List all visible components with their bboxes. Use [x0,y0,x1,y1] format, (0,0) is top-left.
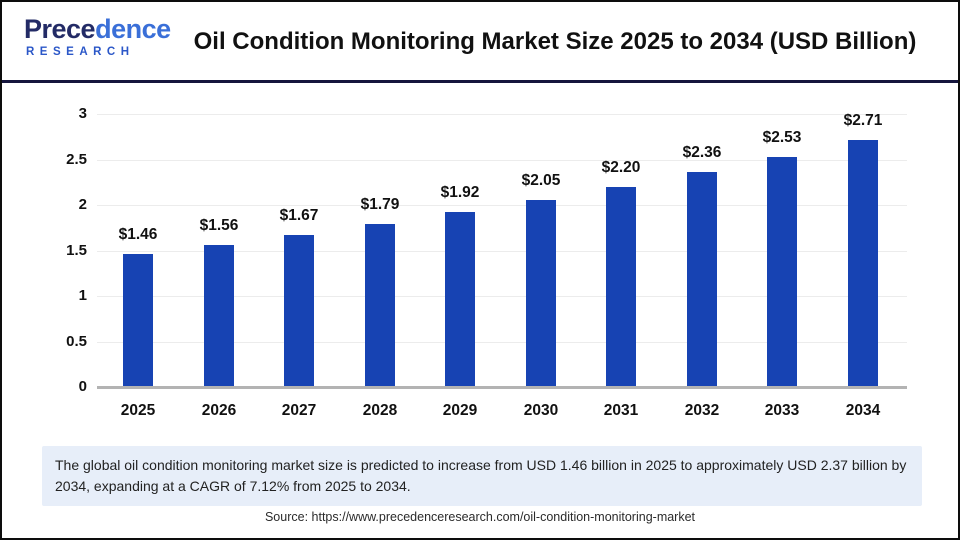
bar [687,172,717,386]
logo-research-label: RESEARCH [26,46,135,58]
x-axis-tick-label: 2025 [120,402,156,419]
source-line: Source: https://www.precedenceresearch.c… [264,510,696,524]
x-axis-tick-label: 2029 [442,402,478,419]
y-axis-tick-label: 2 [78,196,87,213]
bar [445,212,475,386]
bar [284,235,314,386]
x-axis-tick-label: 2034 [845,402,881,419]
x-axis-tick-label: 2032 [684,402,720,419]
gridline [97,205,907,206]
bar [526,200,556,386]
gridline [97,114,907,115]
y-axis-tick-label: 3 [78,105,87,122]
note-box: The global oil condition monitoring mark… [42,446,922,506]
x-axis-tick-label: 2033 [764,402,800,419]
bar-value-label: $1.79 [360,196,400,213]
bar-value-label: $2.36 [682,144,722,161]
y-axis-tick-label: 1 [78,287,87,304]
y-axis-tick-label: 2.5 [66,151,87,168]
header: Precedence RESEARCH Oil Condition Monito… [2,2,958,80]
x-axis-tick-label: 2026 [201,402,237,419]
bar-value-label: $2.53 [762,129,802,146]
y-axis-tick-label: 1.5 [66,242,87,259]
gridline [97,296,907,297]
chart-title: Oil Condition Monitoring Market Size 202… [193,28,917,55]
bar-value-label: $2.71 [843,112,883,129]
bar [767,157,797,386]
bar-value-label: $1.46 [118,226,158,243]
logo-wordmark: Precedence [24,16,174,43]
y-axis-tick-label: 0.5 [66,333,87,350]
gridline [97,160,907,161]
note-text: The global oil condition monitoring mark… [55,457,907,494]
x-axis-line [97,386,907,389]
bar [606,187,636,386]
bar [123,254,153,386]
header-divider [2,80,958,83]
bar [365,224,395,386]
bar-value-label: $2.20 [601,159,641,176]
logo-text-blue: dence [95,14,171,44]
bar-value-label: $2.05 [521,172,561,189]
bar-chart: 0 0.5 1 1.5 2 2.5 3 $1.46 2025 $1.56 2026 $1.67 2027… [2,2,958,442]
gridline [97,342,907,343]
bar-value-label: $1.56 [199,217,239,234]
bar [848,140,878,386]
logo-text-navy: Prece [24,14,96,44]
x-axis-tick-label: 2030 [523,402,559,419]
bar-value-label: $1.67 [279,207,319,224]
x-axis-tick-label: 2031 [603,402,639,419]
precedence-research-logo: Precedence RESEARCH [24,16,174,59]
bar-value-label: $1.92 [440,184,480,201]
x-axis-tick-label: 2028 [362,402,398,419]
bar [204,245,234,386]
x-axis-tick-label: 2027 [281,402,317,419]
y-axis-tick-label: 0 [78,378,87,395]
gridline [97,251,907,252]
